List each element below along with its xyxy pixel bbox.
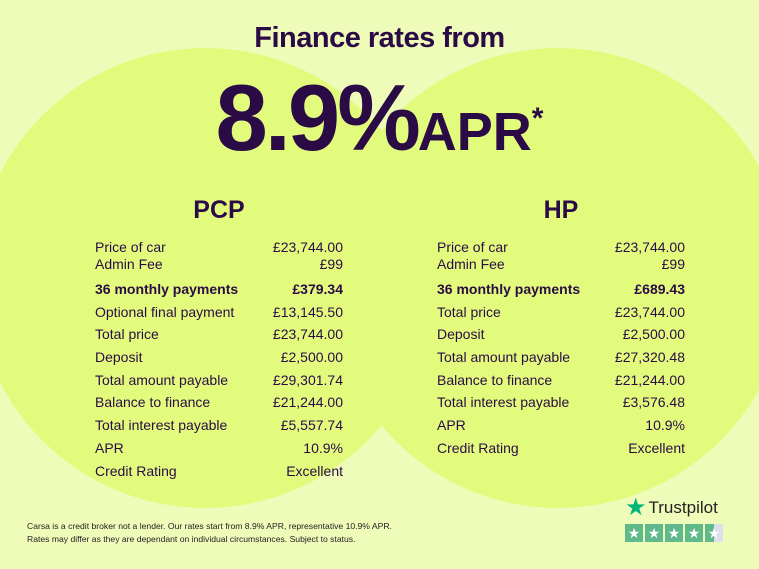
row-value: £2,500.00 [280, 349, 343, 366]
row-label: Balance to finance [437, 371, 553, 388]
table-row: Credit Rating Excellent [437, 437, 685, 460]
table-row: Optional final payment £13,145.50 [95, 301, 343, 324]
table-row: Total interest payable £3,576.48 [437, 391, 685, 414]
table-row: Deposit £2,500.00 [95, 346, 343, 369]
row-label: 36 monthly payments [437, 281, 581, 297]
row-label: Total amount payable [437, 349, 571, 366]
row-value: 10.9% [303, 439, 343, 456]
row-label: Total interest payable [95, 417, 228, 434]
table-row: Total interest payable £5,557.74 [95, 414, 343, 437]
disclaimer-line: Carsa is a credit broker not a lender. O… [27, 521, 392, 531]
row-label: Deposit [437, 326, 485, 343]
table-row: Deposit £2,500.00 [437, 323, 685, 346]
row-label: Admin Fee [95, 256, 163, 272]
row-value: £21,244.00 [614, 371, 685, 388]
disclaimer-line: Rates may differ as they are dependant o… [27, 534, 356, 544]
table-row: Admin Fee £99 [95, 256, 343, 273]
table-row: Total price £23,744.00 [95, 323, 343, 346]
hp-title: HP [543, 196, 579, 224]
row-value: £27,320.48 [614, 349, 685, 366]
row-label: Price of car [95, 239, 166, 255]
row-value: £23,744.00 [614, 239, 685, 255]
row-label: Deposit [95, 349, 143, 366]
row-label: Optional final payment [95, 303, 235, 320]
table-row: Total price £23,744.00 [437, 301, 685, 324]
row-value: 10.9% [645, 417, 685, 434]
trustpilot-badge: ★ Trustpilot ★ ★ ★ ★ ★ [625, 493, 723, 542]
row-value: £23,744.00 [614, 303, 685, 320]
table-row: APR 10.9% [95, 437, 343, 460]
row-value: £379.34 [292, 281, 343, 297]
apr-label: APR [417, 102, 532, 162]
row-value: £23,744.00 [272, 239, 343, 255]
disclaimer: Carsa is a credit broker not a lender. O… [27, 520, 392, 546]
rating-star-icon: ★ [685, 524, 703, 542]
row-label: Credit Rating [437, 439, 519, 456]
row-value: £13,145.50 [272, 303, 343, 320]
row-value: Excellent [628, 439, 685, 456]
asterisk: * [531, 102, 544, 135]
headline: Finance rates from [254, 22, 505, 54]
row-label: Credit Rating [95, 462, 177, 479]
star-icon: ★ [625, 494, 647, 521]
pcp-title: PCP [193, 196, 245, 224]
table-row: 36 monthly payments £689.43 [437, 278, 685, 301]
row-value: £29,301.74 [272, 371, 343, 388]
row-value: £99 [661, 256, 685, 272]
table-row: APR 10.9% [437, 414, 685, 437]
rating-star-icon: ★ [705, 524, 723, 542]
row-label: APR [437, 417, 466, 434]
rate-display: 8.9%APR* [0, 64, 759, 172]
table-row: Admin Fee £99 [437, 256, 685, 273]
row-label: Price of car [437, 239, 508, 255]
pcp-table: PCP Price of car £23,744.00 Admin Fee £99 36… [95, 196, 343, 482]
rate-value: 8.9% [215, 65, 421, 170]
row-label: Total amount payable [95, 371, 229, 388]
row-value: £3,576.48 [622, 394, 685, 411]
row-label: Total price [437, 303, 501, 320]
row-value: £689.43 [634, 281, 685, 297]
row-value: £23,744.00 [272, 326, 343, 343]
rating-star-icon: ★ [625, 524, 643, 542]
hp-table: HP Price of car £23,744.00 Admin Fee £99 36 … [437, 196, 685, 460]
table-row: Price of car £23,744.00 [437, 239, 685, 256]
table-row: Total amount payable £29,301.74 [95, 369, 343, 392]
row-value: £99 [319, 256, 343, 272]
table-row: Balance to finance £21,244.00 [95, 391, 343, 414]
row-label: Admin Fee [437, 256, 505, 272]
rating-stars: ★ ★ ★ ★ ★ [625, 524, 723, 542]
decorative-circle-right [328, 48, 759, 508]
rating-star-icon: ★ [665, 524, 683, 542]
row-label: Total price [95, 326, 159, 343]
table-row: 36 monthly payments £379.34 [95, 278, 343, 301]
row-value: £2,500.00 [622, 326, 685, 343]
trustpilot-name: Trustpilot [648, 497, 718, 517]
row-value: Excellent [286, 462, 343, 479]
table-row: Credit Rating Excellent [95, 460, 343, 483]
row-label: Total interest payable [437, 394, 570, 411]
table-row: Total amount payable £27,320.48 [437, 346, 685, 369]
rating-star-icon: ★ [645, 524, 663, 542]
row-label: APR [95, 439, 124, 456]
row-value: £5,557.74 [280, 417, 343, 434]
row-label: 36 monthly payments [95, 281, 239, 297]
row-label: Balance to finance [95, 394, 211, 411]
table-row: Balance to finance £21,244.00 [437, 369, 685, 392]
table-row: Price of car £23,744.00 [95, 239, 343, 256]
row-value: £21,244.00 [272, 394, 343, 411]
